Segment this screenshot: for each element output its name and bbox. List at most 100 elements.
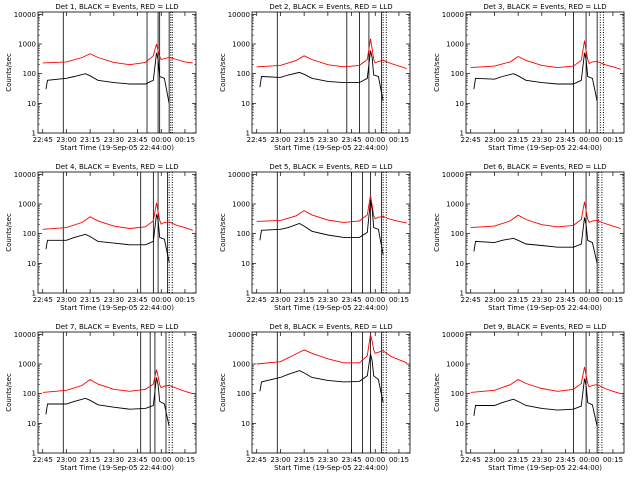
y-tick-label: 100 <box>451 70 464 78</box>
y-tick-label: 10000 <box>442 171 464 179</box>
x-tick-label: 00:00 <box>151 136 171 144</box>
x-tick-label: 00:15 <box>603 456 623 464</box>
series-events-line <box>259 353 384 403</box>
y-tick-label: 10 <box>27 100 36 108</box>
x-tick-label: 00:00 <box>365 296 385 304</box>
x-axis-label: Start Time (19-Sep-05 22:44:00) <box>274 144 388 152</box>
y-tick-label: 10 <box>27 260 36 268</box>
x-tick-label: 00:00 <box>579 456 599 464</box>
x-tick-label: 00:15 <box>175 296 195 304</box>
y-tick-label: 100 <box>237 390 250 398</box>
x-tick-label: 23:30 <box>104 136 124 144</box>
panel-det-1: Det 1, BLACK = Events, RED = LLD 1 10 100 10… <box>5 3 197 152</box>
x-tick-label: 23:45 <box>341 456 361 464</box>
y-axis-label: Counts/sec <box>433 373 441 412</box>
y-axis-label: Counts/sec <box>5 373 13 412</box>
series-lld-line <box>256 195 407 224</box>
y-tick-label: 10 <box>241 420 250 428</box>
y-tick-label: 1000 <box>18 41 36 49</box>
y-tick-label: 1 <box>32 450 36 458</box>
plot-frame <box>37 331 197 454</box>
y-tick-label: 100 <box>451 390 464 398</box>
x-tick-label: 23:30 <box>318 456 338 464</box>
y-tick-label: 10 <box>241 260 250 268</box>
x-tick-label: 23:15 <box>294 136 314 144</box>
y-tick-label: 10 <box>241 100 250 108</box>
plot-frame <box>37 171 197 294</box>
y-tick-label: 100 <box>451 230 464 238</box>
x-tick-label: 23:00 <box>56 296 76 304</box>
y-tick-label: 1000 <box>232 41 250 49</box>
x-axis-label: Start Time (19-Sep-05 22:44:00) <box>274 304 388 312</box>
x-tick-label: 23:00 <box>484 136 504 144</box>
x-tick-label: 23:15 <box>508 136 528 144</box>
x-tick-label: 22:45 <box>461 296 481 304</box>
panel-det-7: Det 7, BLACK = Events, RED = LLD 1 10 100 10… <box>5 323 197 472</box>
x-tick-label: 23:00 <box>270 296 290 304</box>
panel-title: Det 7, BLACK = Events, RED = LLD <box>55 323 178 331</box>
y-axis-label: Counts/sec <box>5 53 13 92</box>
y-tick-label: 1 <box>460 450 464 458</box>
series-events-line <box>45 377 170 427</box>
x-tick-label: 00:15 <box>175 136 195 144</box>
y-tick-label: 1 <box>460 130 464 138</box>
x-tick-label: 23:45 <box>555 136 575 144</box>
y-tick-label: 1000 <box>18 361 36 369</box>
series-events-line <box>259 50 384 102</box>
x-tick-label: 23:00 <box>270 456 290 464</box>
y-axis-label: Counts/sec <box>5 213 13 252</box>
y-axis-label: Counts/sec <box>219 373 227 412</box>
x-tick-label: 00:15 <box>603 136 623 144</box>
y-tick-label: 10 <box>455 100 464 108</box>
x-tick-label: 23:15 <box>80 296 100 304</box>
plot-frame <box>465 331 625 454</box>
x-tick-label: 22:45 <box>33 456 53 464</box>
x-tick-label: 00:00 <box>579 296 599 304</box>
series-events-line <box>473 378 598 427</box>
y-tick-label: 100 <box>237 70 250 78</box>
x-tick-label: 23:30 <box>104 456 124 464</box>
y-tick-label: 1000 <box>446 201 464 209</box>
series-lld-line <box>256 38 407 69</box>
x-tick-label: 22:45 <box>33 296 53 304</box>
series-lld-line <box>470 366 621 395</box>
panel-det-2: Det 2, BLACK = Events, RED = LLD 1 10 100 10… <box>219 3 411 152</box>
series-events-line <box>473 217 598 264</box>
panel-title: Det 1, BLACK = Events, RED = LLD <box>55 3 178 11</box>
panel-title: Det 6, BLACK = Events, RED = LLD <box>483 163 606 171</box>
y-tick-label: 10 <box>27 420 36 428</box>
panel-title: Det 3, BLACK = Events, RED = LLD <box>483 3 606 11</box>
x-tick-label: 23:15 <box>508 296 528 304</box>
x-tick-label: 00:00 <box>365 136 385 144</box>
y-tick-label: 1000 <box>446 41 464 49</box>
x-tick-label: 23:00 <box>484 456 504 464</box>
x-tick-label: 23:15 <box>508 456 528 464</box>
y-axis-label: Counts/sec <box>433 53 441 92</box>
series-lld-line <box>470 40 621 70</box>
x-tick-label: 00:00 <box>365 456 385 464</box>
panel-title: Det 9, BLACK = Events, RED = LLD <box>483 323 606 331</box>
y-tick-label: 10000 <box>14 171 36 179</box>
x-tick-label: 00:00 <box>151 296 171 304</box>
panel-det-3: Det 3, BLACK = Events, RED = LLD 1 10 100 10… <box>433 3 625 152</box>
x-tick-label: 22:45 <box>247 456 267 464</box>
x-tick-label: 00:00 <box>579 136 599 144</box>
x-tick-label: 23:00 <box>270 136 290 144</box>
x-tick-label: 00:15 <box>389 296 409 304</box>
x-tick-label: 00:15 <box>389 456 409 464</box>
panel-det-8: Det 8, BLACK = Events, RED = LLD 1 10 100 10… <box>219 323 411 472</box>
y-tick-label: 100 <box>237 230 250 238</box>
plot-frame <box>465 11 625 134</box>
y-tick-label: 10000 <box>442 11 464 19</box>
x-tick-label: 23:15 <box>294 456 314 464</box>
y-tick-label: 10000 <box>442 331 464 339</box>
panel-title: Det 2, BLACK = Events, RED = LLD <box>269 3 392 11</box>
panel-title: Det 4, BLACK = Events, RED = LLD <box>55 163 178 171</box>
x-tick-label: 22:45 <box>33 136 53 144</box>
x-tick-label: 23:30 <box>532 136 552 144</box>
series-lld-line <box>42 202 193 231</box>
y-tick-label: 1 <box>246 130 250 138</box>
y-tick-label: 1000 <box>446 361 464 369</box>
panel-det-4: Det 4, BLACK = Events, RED = LLD 1 10 100 10… <box>5 163 197 312</box>
plot-frame <box>251 11 411 134</box>
